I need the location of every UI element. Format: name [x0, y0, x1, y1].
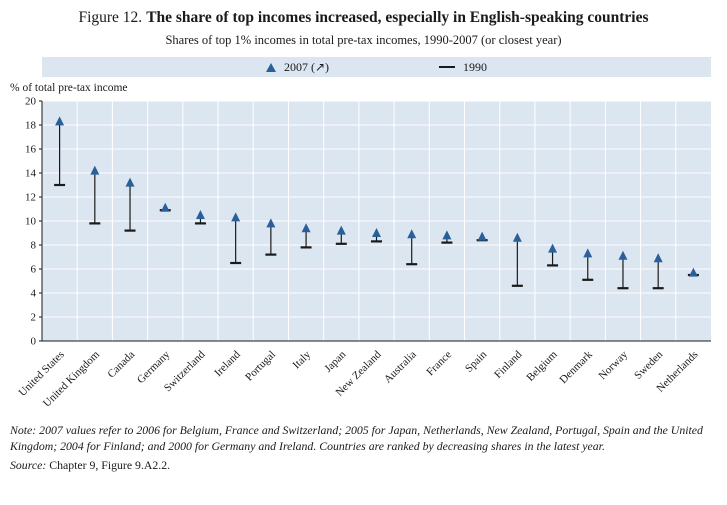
chart-legend: 2007 (↗) 1990	[42, 57, 711, 78]
marker-2007	[688, 267, 698, 277]
country-series	[300, 223, 312, 249]
x-axis-label: Spain	[463, 349, 490, 376]
country-series	[547, 243, 559, 267]
dash-marker-icon	[439, 66, 456, 69]
x-axis-label: France	[424, 349, 454, 379]
country-series	[230, 212, 242, 265]
marker-2007	[477, 231, 487, 241]
triangle-marker-icon	[265, 62, 276, 72]
chart-area: 0 2 4 6 8 10 12 14 16 18 20 United States United Kin…	[10, 95, 717, 421]
marker-2007	[125, 177, 135, 187]
y-tick-label: 16	[25, 144, 37, 156]
marker-2007	[548, 243, 558, 253]
x-axis-label: Sweden	[632, 349, 665, 382]
country-series	[476, 231, 488, 242]
marker-2007	[231, 212, 241, 222]
y-tick-label: 18	[25, 120, 37, 132]
legend-label-2007: 2007 (↗)	[283, 59, 330, 74]
y-tick-label: 10	[25, 216, 37, 228]
legend-label-1990: 1990	[463, 59, 488, 74]
y-tick-label: 2	[31, 312, 37, 324]
country-series	[124, 177, 136, 233]
y-tick-label: 8	[31, 240, 37, 252]
figure-subtitle: Shares of top 1% incomes in total pre-ta…	[165, 33, 562, 48]
country-series	[617, 251, 629, 290]
y-tick-label: 6	[31, 264, 37, 276]
marker-2007	[55, 116, 65, 126]
figure-title: Figure 12. The share of top incomes incre…	[10, 8, 717, 27]
note-label: Note:	[10, 423, 37, 438]
y-tick-label: 14	[25, 168, 37, 180]
country-series	[652, 253, 664, 290]
x-axis-label: Denmark	[557, 349, 595, 387]
legend-item-1990: 1990	[439, 60, 487, 75]
figure-title-text: The share of top incomes increased, espe…	[146, 9, 649, 26]
x-axis-label: Portugal	[243, 349, 278, 384]
y-tick-label: 20	[25, 96, 37, 108]
marker-2007	[512, 233, 522, 243]
figure-number: Figure 12.	[78, 9, 143, 26]
country-series	[441, 230, 453, 245]
country-series	[335, 225, 347, 246]
y-axis-title: % of total pre-tax income	[10, 82, 128, 95]
y-tick-label: 12	[25, 192, 36, 204]
x-axis-label: Belgium	[524, 349, 560, 385]
x-axis-label: Norway	[597, 349, 631, 383]
marker-2007	[583, 248, 593, 258]
x-axis-label: Italy	[290, 349, 313, 372]
marker-2007	[301, 223, 311, 233]
country-series	[511, 233, 523, 288]
country-series	[687, 267, 699, 277]
marker-2007	[266, 218, 276, 228]
x-axis-label: Japan	[322, 349, 349, 376]
marker-2007	[407, 229, 417, 239]
source-body: Chapter 9, Figure 9.A2.2.	[49, 457, 171, 472]
note-body: 2007 values refer to 2006 for Belgium, F…	[10, 423, 703, 453]
y-tick-label: 4	[31, 288, 37, 300]
country-series	[582, 248, 594, 282]
source-text: Source: Chapter 9, Figure 9.A2.2.	[10, 458, 717, 473]
country-series	[159, 203, 171, 213]
country-series	[265, 218, 277, 257]
marker-2007	[160, 203, 170, 213]
marker-2007	[618, 251, 628, 261]
country-series	[194, 210, 206, 225]
marker-2007	[195, 210, 205, 220]
gridlines	[42, 100, 711, 342]
country-series	[406, 229, 418, 266]
x-axis-label: Australia	[382, 349, 419, 386]
y-tick-label: 0	[31, 336, 37, 348]
source-label: Source:	[10, 457, 47, 472]
marker-2007	[336, 225, 346, 235]
marker-2007	[653, 253, 663, 263]
series	[54, 116, 699, 290]
axes: 0 2 4 6 8 10 12 14 16 18 20	[25, 96, 711, 348]
x-axis-label: Ireland	[212, 349, 243, 380]
note-text: Note: 2007 values refer to 2006 for Belg…	[10, 423, 717, 454]
x-axis-label: Finland	[492, 349, 525, 382]
marker-2007	[372, 228, 381, 238]
marker-2007	[442, 230, 452, 240]
country-series	[89, 165, 101, 225]
country-series	[54, 116, 66, 187]
x-axis-label: Canada	[105, 349, 137, 381]
marker-2007	[90, 165, 100, 175]
country-series	[371, 228, 382, 243]
legend-item-2007: 2007 (↗)	[265, 59, 330, 75]
